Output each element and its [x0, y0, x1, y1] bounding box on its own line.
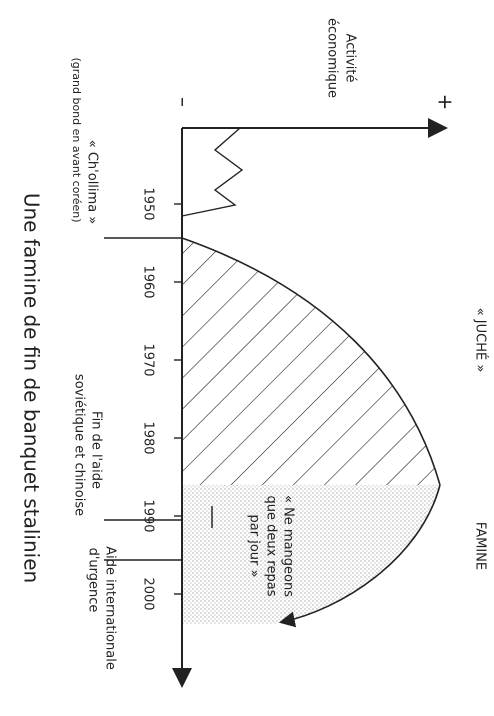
- axis-minus-sign: –: [172, 97, 196, 107]
- annotation-aide-urgence: d'urgence: [86, 548, 101, 613]
- annotation-fin-aide: Fin de l'aide: [89, 411, 104, 489]
- annotation-aide-urgence: Aide internationale: [103, 546, 118, 670]
- axis-plus-sign: +: [434, 94, 458, 111]
- famine-dotted-area: [182, 485, 440, 624]
- juche-hatched-area: [182, 238, 440, 485]
- early-activity-zigzag: [181, 127, 244, 217]
- year-label: 1990: [141, 499, 156, 532]
- annotation-chollima: (grand bond en avant coréen): [70, 57, 83, 222]
- year-label: 1950: [141, 187, 156, 220]
- annotation-fin-aide: soviétique et chinoise: [72, 374, 87, 516]
- phase-label-juche: « JUCHÉ »: [473, 308, 489, 373]
- famine-curve: [278, 484, 441, 628]
- activity-axis-label: économique: [325, 18, 340, 98]
- activity-axis-label: Activité: [343, 34, 358, 83]
- year-label: 1960: [141, 265, 156, 298]
- famine-quote: que deux repas: [264, 496, 279, 597]
- famine-quote: par jour »: [247, 515, 262, 578]
- juche-curve: [181, 237, 441, 486]
- year-label: 1980: [141, 421, 156, 454]
- famine-quote: « Ne mangeons: [281, 495, 296, 597]
- year-label: 1970: [141, 343, 156, 376]
- time-ticks: [174, 203, 182, 595]
- phase-label-famine: FAMINE: [473, 522, 488, 570]
- annotation-markers: [104, 237, 213, 561]
- year-label: 2000: [141, 577, 156, 610]
- annotation-chollima: « Ch'ollima »: [85, 140, 100, 224]
- diagram-title: Une famine de fin de banquet stalinien: [20, 193, 44, 583]
